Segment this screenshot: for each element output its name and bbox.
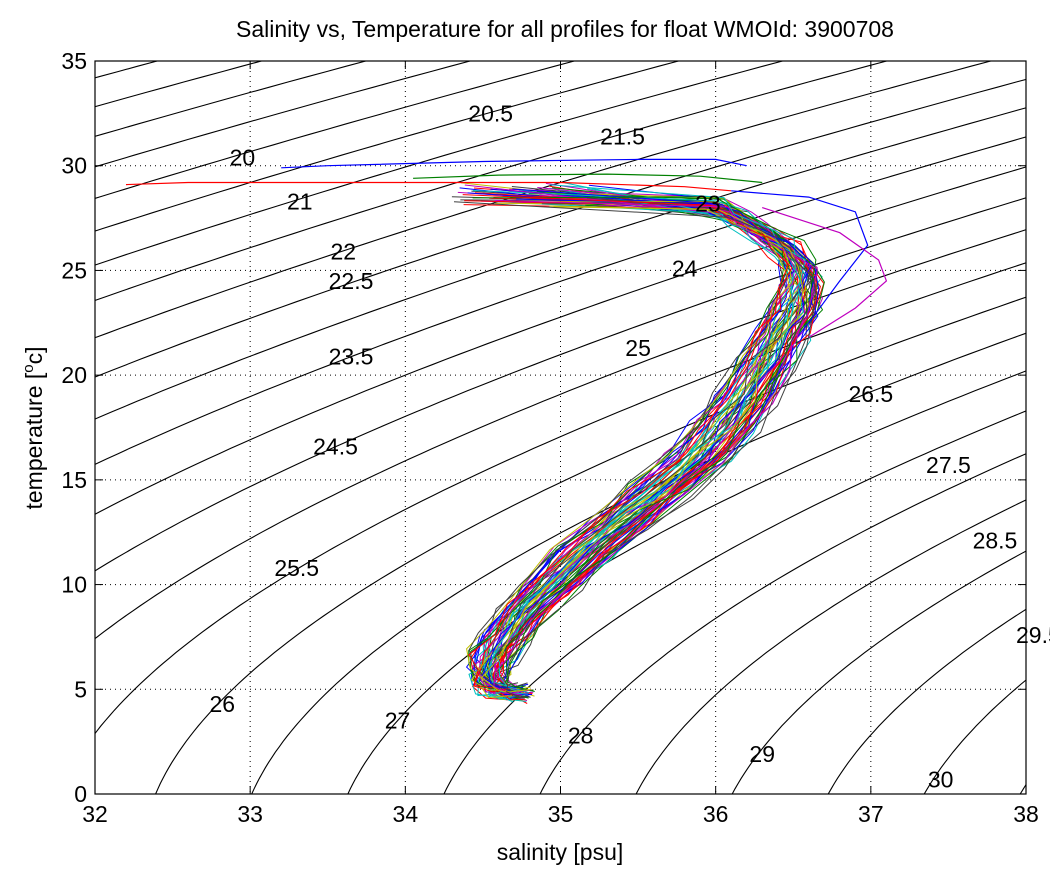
isopycnal-line xyxy=(95,61,681,232)
isopycnal-line xyxy=(95,61,577,199)
isopycnal-label: 23 xyxy=(695,190,721,216)
isopycnal-line xyxy=(347,370,1026,794)
isopycnal-line xyxy=(95,262,1026,735)
y-tick-label: 25 xyxy=(61,257,87,283)
x-tick-label: 38 xyxy=(1013,801,1039,827)
profile-line xyxy=(481,205,804,693)
y-axis-label-end: c] xyxy=(21,346,47,364)
y-axis-label: temperature [oc] xyxy=(20,346,47,509)
isopycnal-label: 20 xyxy=(230,144,256,170)
isopycnal-label: 29 xyxy=(749,741,775,767)
profile-lines xyxy=(125,158,888,704)
chart-title: Salinity vs, Temperature for all profile… xyxy=(236,16,894,42)
isopycnal-line xyxy=(923,679,1026,794)
isopycnal-label: 21 xyxy=(287,188,313,214)
isopycnal-label: 27.5 xyxy=(926,452,971,478)
isopycnal-line xyxy=(635,499,1026,794)
isopycnal-line xyxy=(539,453,1026,794)
profile-line xyxy=(487,197,800,695)
isopycnal-label: 26 xyxy=(209,691,235,717)
y-tick-label: 35 xyxy=(61,48,87,74)
isopycnal-line xyxy=(95,136,1026,465)
isopycnal-label: 23.5 xyxy=(329,343,374,369)
isopycnal-line xyxy=(155,296,1026,794)
profile-line-extended xyxy=(762,207,888,338)
isopycnal-label: 24 xyxy=(672,255,698,281)
isopycnal-line xyxy=(95,78,1026,378)
x-tick-label: 37 xyxy=(858,801,884,827)
isopycnal-label: 28.5 xyxy=(973,528,1018,554)
profile-line xyxy=(453,201,817,698)
x-tick-label: 35 xyxy=(548,801,574,827)
x-tick-label: 34 xyxy=(393,801,419,827)
y-tick-label: 30 xyxy=(61,153,87,179)
profile-line xyxy=(488,184,806,694)
profile-line xyxy=(493,199,819,696)
isopycnal-label: 30 xyxy=(928,766,954,792)
profile-line xyxy=(487,188,812,689)
profile-line xyxy=(504,191,824,691)
isopycnal-lines xyxy=(95,61,1026,794)
isopycnal-line xyxy=(95,61,889,302)
y-tick-label: 10 xyxy=(61,572,87,598)
isopycnal-line xyxy=(95,166,1026,515)
profile-line xyxy=(491,186,811,699)
isopycnal-label: 29.5 xyxy=(1016,622,1050,648)
isopycnal-line xyxy=(827,608,1026,794)
isopycnal-label: 22.5 xyxy=(329,268,374,294)
profile-line xyxy=(472,196,817,692)
y-axis-label-sup: o xyxy=(20,364,37,372)
y-tick-label: 0 xyxy=(74,781,87,807)
isopycnal-line xyxy=(95,197,1026,572)
isopycnal-line xyxy=(95,61,160,79)
isopycnal-line xyxy=(95,61,993,339)
grid xyxy=(95,61,1026,794)
isopycnal-labels: 20 20.5 21 21.5 22 22.5 23 23.5 24 24.5 25 25.5 26 26… xyxy=(209,100,1050,792)
isopycnal-line xyxy=(251,332,1026,794)
profile-line xyxy=(468,187,795,702)
profile-line xyxy=(470,206,792,699)
isopycnal-label: 24.5 xyxy=(313,433,358,459)
isopycnal-line xyxy=(95,229,1026,640)
isopycnal-label: 27 xyxy=(385,708,411,734)
isopycnal-line xyxy=(731,550,1026,794)
isopycnal-label: 25 xyxy=(625,335,651,361)
y-axis-label-main: temperature [ xyxy=(21,372,47,509)
isopycnal-line xyxy=(95,61,785,266)
profile-line-extended xyxy=(413,173,763,184)
profile-line-extended xyxy=(125,181,732,192)
isopycnal-label: 20.5 xyxy=(468,100,513,126)
profile-line xyxy=(464,200,793,693)
isopycnal-line xyxy=(95,107,1026,420)
axis-ticks: 32 33 34 35 36 37 38 0 5 10 15 20 25 30 35 xyxy=(61,48,1038,827)
isopycnal-label: 21.5 xyxy=(600,123,645,149)
y-tick-label: 15 xyxy=(61,467,87,493)
isopycnal-label: 25.5 xyxy=(274,555,319,581)
profile-line xyxy=(496,191,818,699)
profile-line-extended xyxy=(731,190,869,324)
isopycnal-label: 26.5 xyxy=(848,381,893,407)
profile-line xyxy=(460,199,804,688)
profile-line xyxy=(482,197,804,692)
isopycnal-label: 28 xyxy=(568,722,594,748)
profile-line xyxy=(478,182,798,691)
y-tick-label: 20 xyxy=(61,362,87,388)
isopycnal-line xyxy=(95,61,368,137)
profile-line xyxy=(474,192,821,697)
isopycnal-line xyxy=(95,61,473,168)
x-tick-label: 32 xyxy=(82,801,108,827)
x-tick-label: 36 xyxy=(703,801,729,827)
y-tick-label: 5 xyxy=(74,676,87,702)
x-tick-label: 33 xyxy=(237,801,263,827)
x-axis-label: salinity [psu] xyxy=(497,839,624,865)
profile-line xyxy=(489,198,816,704)
isopycnal-label: 22 xyxy=(330,239,356,265)
profile-line-extended xyxy=(281,158,747,169)
